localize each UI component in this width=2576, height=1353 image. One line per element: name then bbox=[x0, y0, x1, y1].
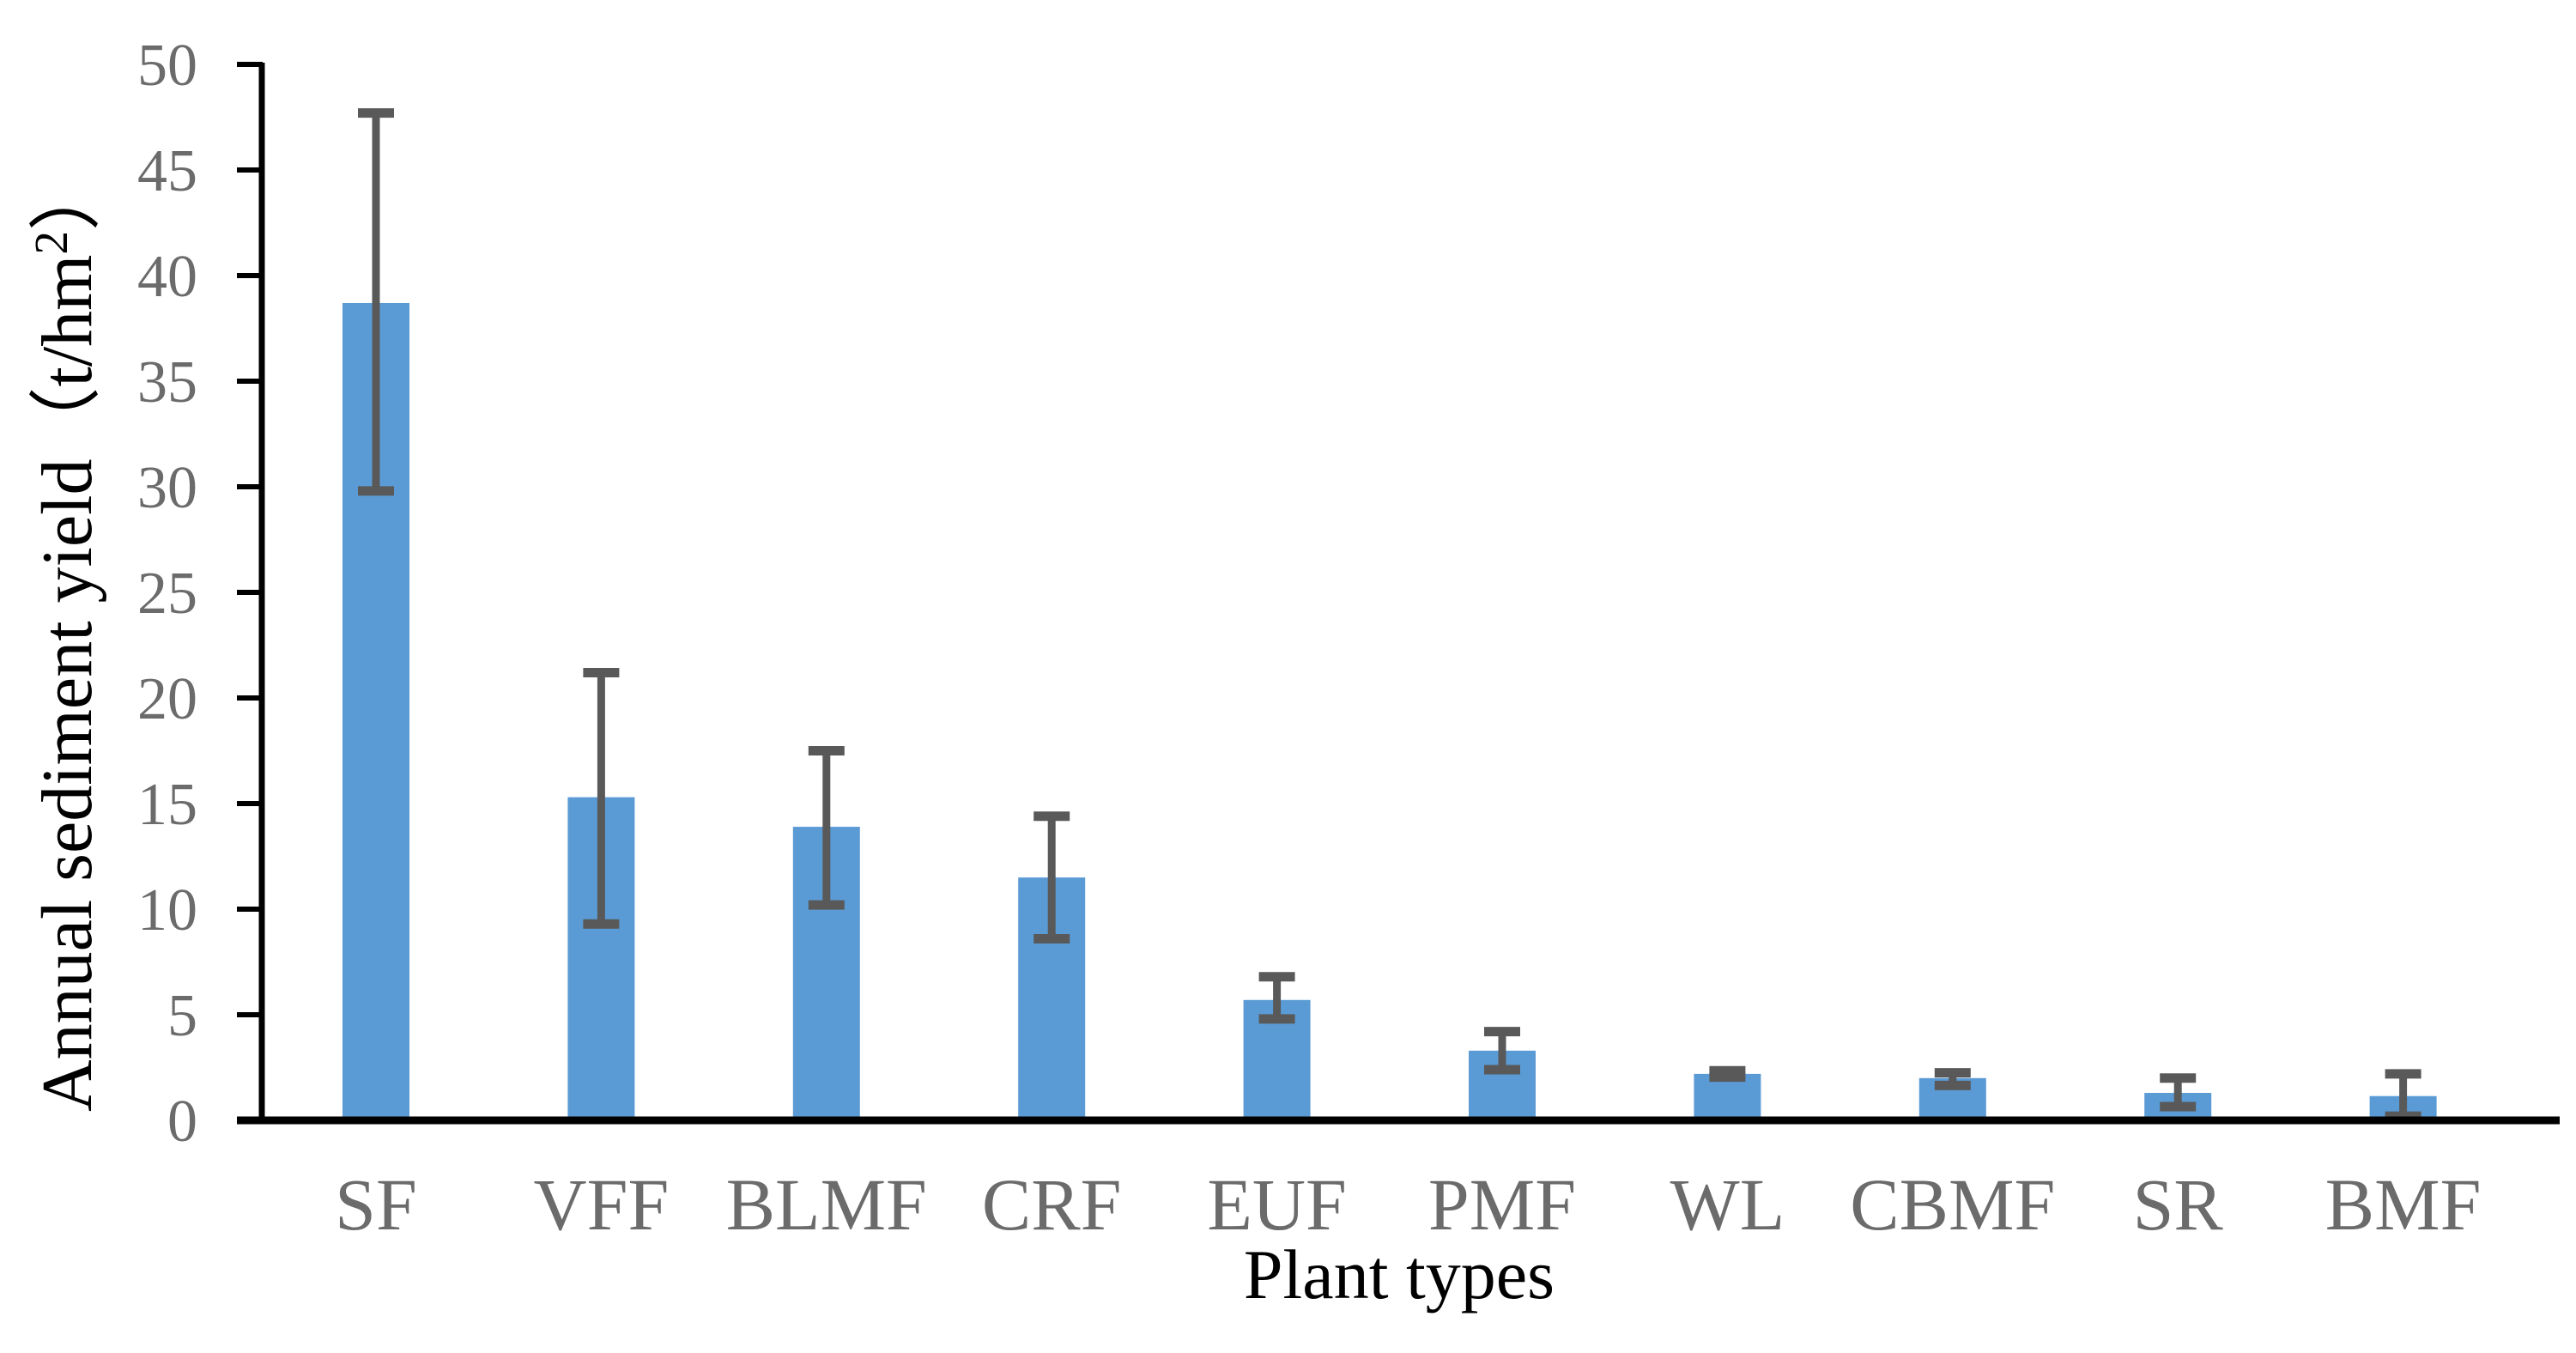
category-label-CRF: CRF bbox=[982, 1163, 1122, 1246]
error-bar-SR bbox=[2160, 1073, 2197, 1112]
y-tick-label-45: 45 bbox=[137, 138, 197, 204]
superscript-2: 2 bbox=[25, 231, 77, 255]
category-label-BLMF: BLMF bbox=[726, 1163, 927, 1246]
y-tick-label-20: 20 bbox=[137, 666, 197, 732]
error-bar-PMF bbox=[1484, 1027, 1520, 1075]
x-axis-title: Plant types bbox=[1244, 1235, 1555, 1314]
error-bar-BLMF bbox=[808, 746, 845, 910]
y-axis-title: Annual sediment yield（t/hm2） bbox=[25, 159, 107, 1112]
error-bar-BMF bbox=[2385, 1069, 2421, 1121]
error-bar-CBMF bbox=[1934, 1068, 1971, 1090]
y-tick-label-35: 35 bbox=[137, 349, 197, 416]
category-label-BMF: BMF bbox=[2325, 1163, 2482, 1246]
error-bars-layer bbox=[358, 108, 2421, 1121]
category-label-EUF: EUF bbox=[1207, 1163, 1346, 1246]
y-tick-label-15: 15 bbox=[137, 772, 197, 838]
labels-layer: SF VFF BLMF CRF EUF PMF WL CBMF SR BMF bbox=[335, 1163, 2481, 1246]
error-bar-WL bbox=[1709, 1065, 1746, 1083]
y-tick-label-30: 30 bbox=[137, 455, 197, 521]
y-tick-label-25: 25 bbox=[137, 561, 197, 627]
y-tick-label-5: 5 bbox=[167, 983, 197, 1049]
category-label-PMF: PMF bbox=[1428, 1163, 1576, 1246]
bars-layer bbox=[342, 302, 2437, 1121]
y-tick-label-40: 40 bbox=[137, 244, 197, 310]
category-label-VFF: VFF bbox=[534, 1163, 670, 1246]
error-bar-SF bbox=[358, 108, 394, 496]
category-label-CBMF: CBMF bbox=[1850, 1163, 2055, 1246]
category-label-SR: SR bbox=[2133, 1163, 2224, 1246]
error-bar-VFF bbox=[583, 667, 620, 929]
y-tick-label-10: 10 bbox=[137, 877, 197, 943]
error-bar-EUF bbox=[1258, 972, 1295, 1024]
y-tick-label-50: 50 bbox=[137, 33, 197, 99]
ticks-layer: 0 5 10 15 20 25 30 35 40 45 50 bbox=[137, 33, 263, 1155]
category-label-SF: SF bbox=[335, 1163, 417, 1246]
error-bar-CRF bbox=[1033, 811, 1070, 943]
y-tick-label-0: 0 bbox=[167, 1089, 197, 1155]
category-label-WL: WL bbox=[1670, 1163, 1785, 1246]
